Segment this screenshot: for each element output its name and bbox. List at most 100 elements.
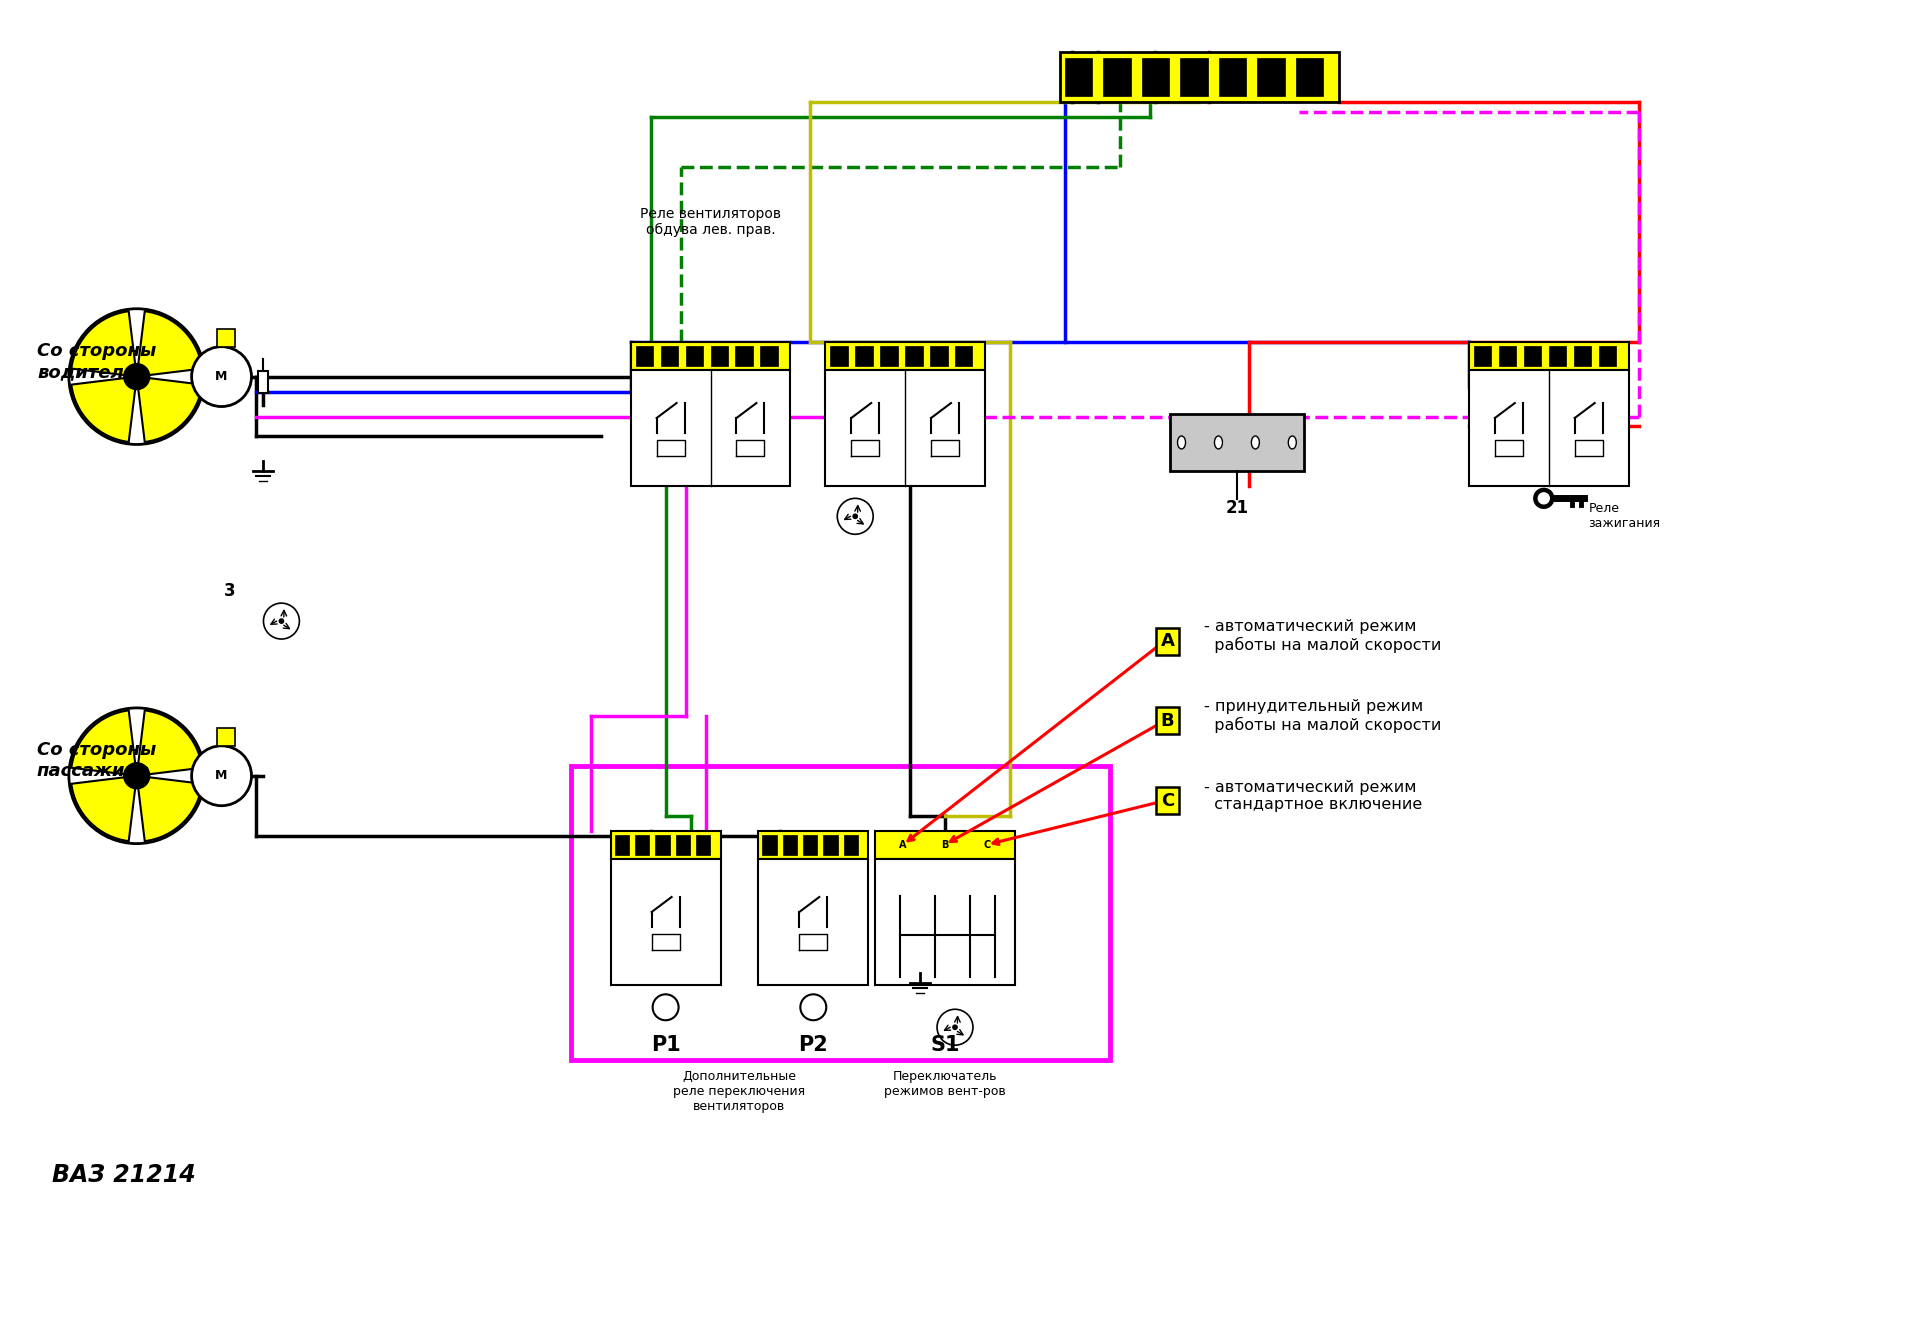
Bar <box>660 346 678 366</box>
Bar <box>879 346 899 366</box>
Bar <box>636 834 649 854</box>
Bar <box>876 830 1016 859</box>
Text: Переключатель
режимов вент-ров: Переключатель режимов вент-ров <box>883 1070 1006 1098</box>
Bar <box>1475 346 1492 366</box>
Bar <box>685 346 703 366</box>
Circle shape <box>123 363 150 390</box>
Wedge shape <box>136 776 202 841</box>
Bar <box>630 370 791 487</box>
Bar <box>760 346 778 366</box>
Bar <box>929 346 948 366</box>
Circle shape <box>952 1025 958 1029</box>
Bar <box>758 830 868 859</box>
Text: M: M <box>215 769 228 782</box>
Text: 21: 21 <box>1225 500 1250 517</box>
Wedge shape <box>71 312 136 377</box>
Bar <box>904 346 924 366</box>
Wedge shape <box>136 312 202 377</box>
Ellipse shape <box>1215 436 1223 450</box>
Text: - автоматический режим
  работы на малой скорости: - автоматический режим работы на малой с… <box>1204 619 1442 652</box>
Text: Реле
зажигания: Реле зажигания <box>1588 503 1661 530</box>
Bar <box>1469 370 1628 487</box>
Wedge shape <box>71 377 136 442</box>
Text: 3: 3 <box>225 582 236 601</box>
Bar <box>829 346 849 366</box>
Circle shape <box>852 514 858 518</box>
Circle shape <box>69 708 205 843</box>
Bar <box>697 834 710 854</box>
Bar <box>1524 346 1542 366</box>
Bar <box>611 859 720 985</box>
Bar <box>1142 58 1169 97</box>
Text: A: A <box>1160 633 1175 650</box>
Text: S1: S1 <box>931 1036 960 1055</box>
Bar <box>954 346 972 366</box>
Bar <box>1500 346 1517 366</box>
Bar <box>824 834 837 854</box>
Wedge shape <box>136 711 202 776</box>
Text: Со стороны
водителя: Со стороны водителя <box>36 342 156 381</box>
Bar <box>710 346 728 366</box>
Text: - автоматический режим
  стандартное включение: - автоматический режим стандартное включ… <box>1204 780 1423 812</box>
Text: - принудительный режим
  работы на малой скорости: - принудительный режим работы на малой с… <box>1204 699 1442 733</box>
Text: C: C <box>983 839 991 850</box>
Bar <box>217 728 234 745</box>
Bar <box>1104 58 1131 97</box>
Bar <box>876 859 1016 985</box>
Bar <box>826 370 985 487</box>
Circle shape <box>192 346 252 407</box>
Text: P2: P2 <box>799 1036 828 1055</box>
Wedge shape <box>71 711 136 776</box>
Bar <box>636 346 653 366</box>
Ellipse shape <box>1288 436 1296 450</box>
Text: A: A <box>899 839 906 850</box>
Bar <box>217 329 234 346</box>
Text: C: C <box>1162 792 1175 810</box>
Bar <box>845 834 858 854</box>
Bar <box>854 346 874 366</box>
Bar <box>758 859 868 985</box>
Text: B: B <box>1162 712 1175 729</box>
Bar <box>1574 346 1592 366</box>
Text: Со стороны
пассажира: Со стороны пассажира <box>36 741 156 780</box>
Ellipse shape <box>1177 436 1185 450</box>
Bar <box>1296 58 1323 97</box>
Wedge shape <box>136 377 202 442</box>
Bar <box>762 834 778 854</box>
Bar <box>1549 346 1567 366</box>
Circle shape <box>653 994 678 1020</box>
Circle shape <box>1534 488 1553 508</box>
Bar <box>259 370 269 392</box>
Bar <box>1599 346 1617 366</box>
Circle shape <box>278 619 284 623</box>
Bar <box>803 834 818 854</box>
Bar <box>735 346 753 366</box>
Bar <box>1469 342 1628 370</box>
Circle shape <box>192 745 252 806</box>
Circle shape <box>69 309 205 444</box>
Text: M: M <box>215 370 228 383</box>
Bar <box>655 834 670 854</box>
Ellipse shape <box>1252 436 1260 450</box>
Bar <box>1150 597 1899 935</box>
Text: Дополнительные
реле переключения
вентиляторов: Дополнительные реле переключения вентиля… <box>674 1070 806 1113</box>
Bar <box>1258 58 1284 97</box>
Bar <box>1060 52 1340 102</box>
Circle shape <box>123 762 150 789</box>
Text: Реле вентиляторов
обдува лев. прав.: Реле вентиляторов обдува лев. прав. <box>639 207 781 237</box>
Bar <box>611 830 720 859</box>
Bar <box>676 834 689 854</box>
Bar <box>783 834 797 854</box>
Bar <box>614 834 630 854</box>
Bar <box>1181 58 1208 97</box>
Text: ВАЗ 21214: ВАЗ 21214 <box>52 1163 196 1187</box>
Bar <box>826 342 985 370</box>
Bar <box>1169 414 1304 472</box>
Text: P1: P1 <box>651 1036 680 1055</box>
Circle shape <box>1538 493 1549 504</box>
Bar <box>630 342 791 370</box>
Circle shape <box>801 994 826 1020</box>
Wedge shape <box>71 776 136 841</box>
Text: B: B <box>941 839 948 850</box>
Bar <box>1219 58 1246 97</box>
